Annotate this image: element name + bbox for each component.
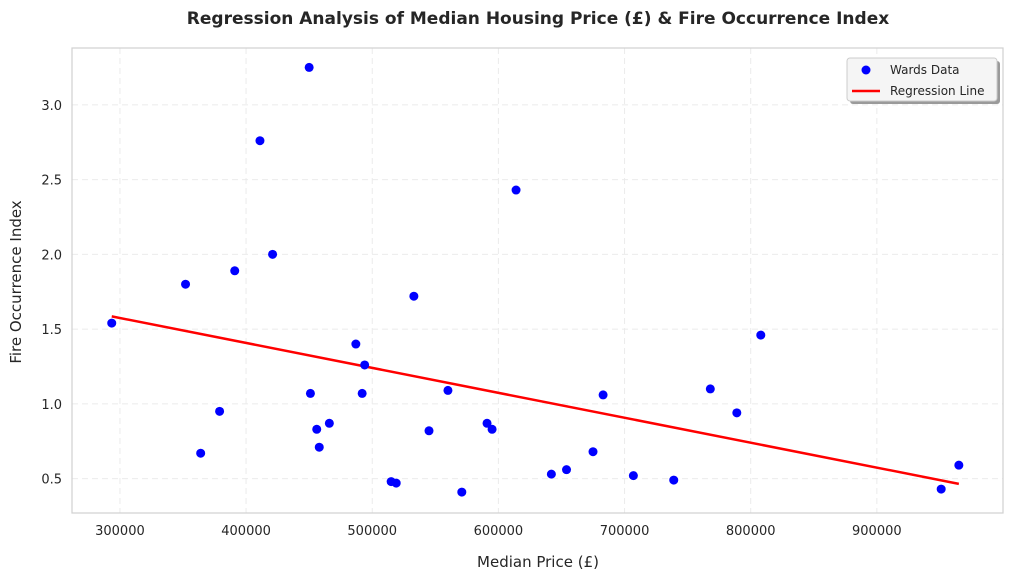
data-point [409,291,419,301]
y-tick-label: 2.0 [41,248,62,263]
y-tick-label: 0.5 [41,473,62,488]
legend-label-wards-data: Wards Data [890,63,960,77]
data-point [391,478,401,488]
y-axis-label: Fire Occurrence Index [7,200,25,363]
data-point [230,266,240,276]
legend-label-regression-line: Regression Line [890,84,984,98]
data-point [511,185,521,195]
data-point [756,330,766,340]
data-point [314,442,324,452]
data-point [546,469,556,479]
data-point [360,360,370,370]
y-tick-label: 3.0 [41,99,62,114]
x-axis-label: Median Price (£) [477,553,599,571]
data-point [732,408,742,418]
data-point [443,385,453,395]
legend-box [846,57,998,102]
data-point [457,487,467,497]
x-tick-label: 300000 [95,524,145,539]
data-point [312,424,322,434]
data-point [351,339,361,349]
data-point [268,249,278,259]
data-point [628,471,638,481]
regression-line [111,315,960,486]
data-point [255,136,265,146]
data-point [107,318,117,328]
y-tick-label: 1.5 [41,323,62,338]
data-point [215,406,225,416]
data-point [482,418,492,428]
regression-line-group [111,315,960,486]
y-tick-labels: 0.5 1.0 1.5 2.0 2.5 3.0 [41,99,62,488]
x-tick-label: 600000 [474,524,524,539]
x-tick-label: 800000 [726,524,776,539]
x-tick-labels: 300000 400000 500000 600000 700000 800000 9000… [95,524,902,539]
x-tick-label: 900000 [852,524,902,539]
x-tick-label: 500000 [347,524,397,539]
data-point [324,418,334,428]
plot-area [71,47,1004,514]
data-point [487,424,497,434]
data-point [305,388,315,398]
data-point [562,465,572,475]
data-point [705,384,715,394]
legend-marker-wards-data [861,65,871,75]
y-tick-label: 1.0 [41,398,62,413]
scatter-points [107,62,964,497]
data-point [588,447,598,457]
data-point [304,62,314,72]
data-point [954,460,964,470]
x-tick-label: 400000 [221,524,271,539]
legend: Wards Data Regression Line [846,57,1000,104]
chart-title: Regression Analysis of Median Housing Pr… [187,9,889,29]
data-point [424,426,434,436]
data-point [669,475,679,485]
y-tick-label: 2.5 [41,174,62,189]
grid [72,48,1003,513]
data-point [181,279,191,289]
data-point [936,484,946,494]
data-point [598,390,608,400]
data-point [196,448,206,458]
x-tick-label: 700000 [600,524,650,539]
data-point [357,388,367,398]
